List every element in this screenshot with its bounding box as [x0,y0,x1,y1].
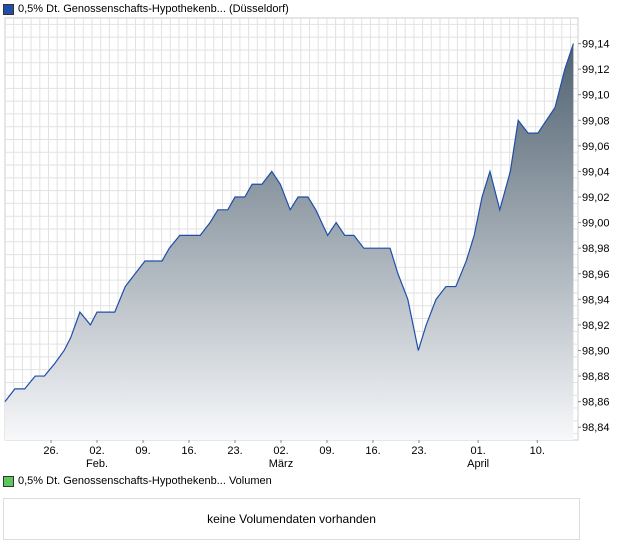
x-tick-month-label: April [467,458,489,470]
x-tick-month-label: März [269,458,293,470]
x-tick-label: 01. [470,445,485,457]
x-tick-label: 02. [273,445,288,457]
y-tick-label: 99,04 [582,166,610,178]
legend-main: 0,5% Dt. Genossenschafts-Hypothekenb... … [3,3,289,15]
x-tick-label: 16. [181,445,196,457]
y-tick-label: 98,98 [582,243,610,255]
y-tick-label: 98,96 [582,269,610,281]
volume-message: keine Volumendaten vorhanden [207,512,376,526]
y-tick-label: 98,94 [582,294,610,306]
y-tick-label: 98,92 [582,320,610,332]
legend-main-label: 0,5% Dt. Genossenschafts-Hypothekenb... … [18,3,289,15]
price-chart: 98,84 98,86 98,88 98,90 98,92 98,94 98,96 98,98… [4,17,610,470]
volume-panel: keine Volumendaten vorhanden [3,498,580,540]
x-tick-month-label: Feb. [86,458,108,470]
legend-swatch-green [3,475,14,487]
y-tick-label: 99,06 [582,141,610,153]
price-line [4,43,574,403]
x-tick-label: 26. [43,445,58,457]
x-tick-label: 23. [227,445,242,457]
y-tick-label: 98,90 [582,345,610,357]
y-tick-label: 98,84 [582,422,610,434]
x-tick-label: 09. [319,445,334,457]
x-tick-label: 02. [89,445,104,457]
y-tick-label: 98,88 [582,371,610,383]
x-tick-label: 23. [411,445,426,457]
y-tick-label: 98,86 [582,397,610,409]
y-tick-label: 99,00 [582,218,610,230]
y-tick-label: 99,10 [582,90,610,102]
y-tick-label: 99,14 [582,39,610,51]
legend-volume-label: 0,5% Dt. Genossenschafts-Hypothekenb... … [18,475,272,487]
x-tick-label: 10. [530,445,545,457]
legend-swatch-blue [3,3,14,15]
y-tick-label: 99,12 [582,64,610,76]
y-tick-label: 99,02 [582,192,610,204]
price-area-fill [5,43,574,441]
y-tick-label: 99,08 [582,115,610,127]
x-tick-label: 09. [135,445,150,457]
x-tick-label: 16. [365,445,380,457]
legend-volume: 0,5% Dt. Genossenschafts-Hypothekenb... … [3,475,272,487]
